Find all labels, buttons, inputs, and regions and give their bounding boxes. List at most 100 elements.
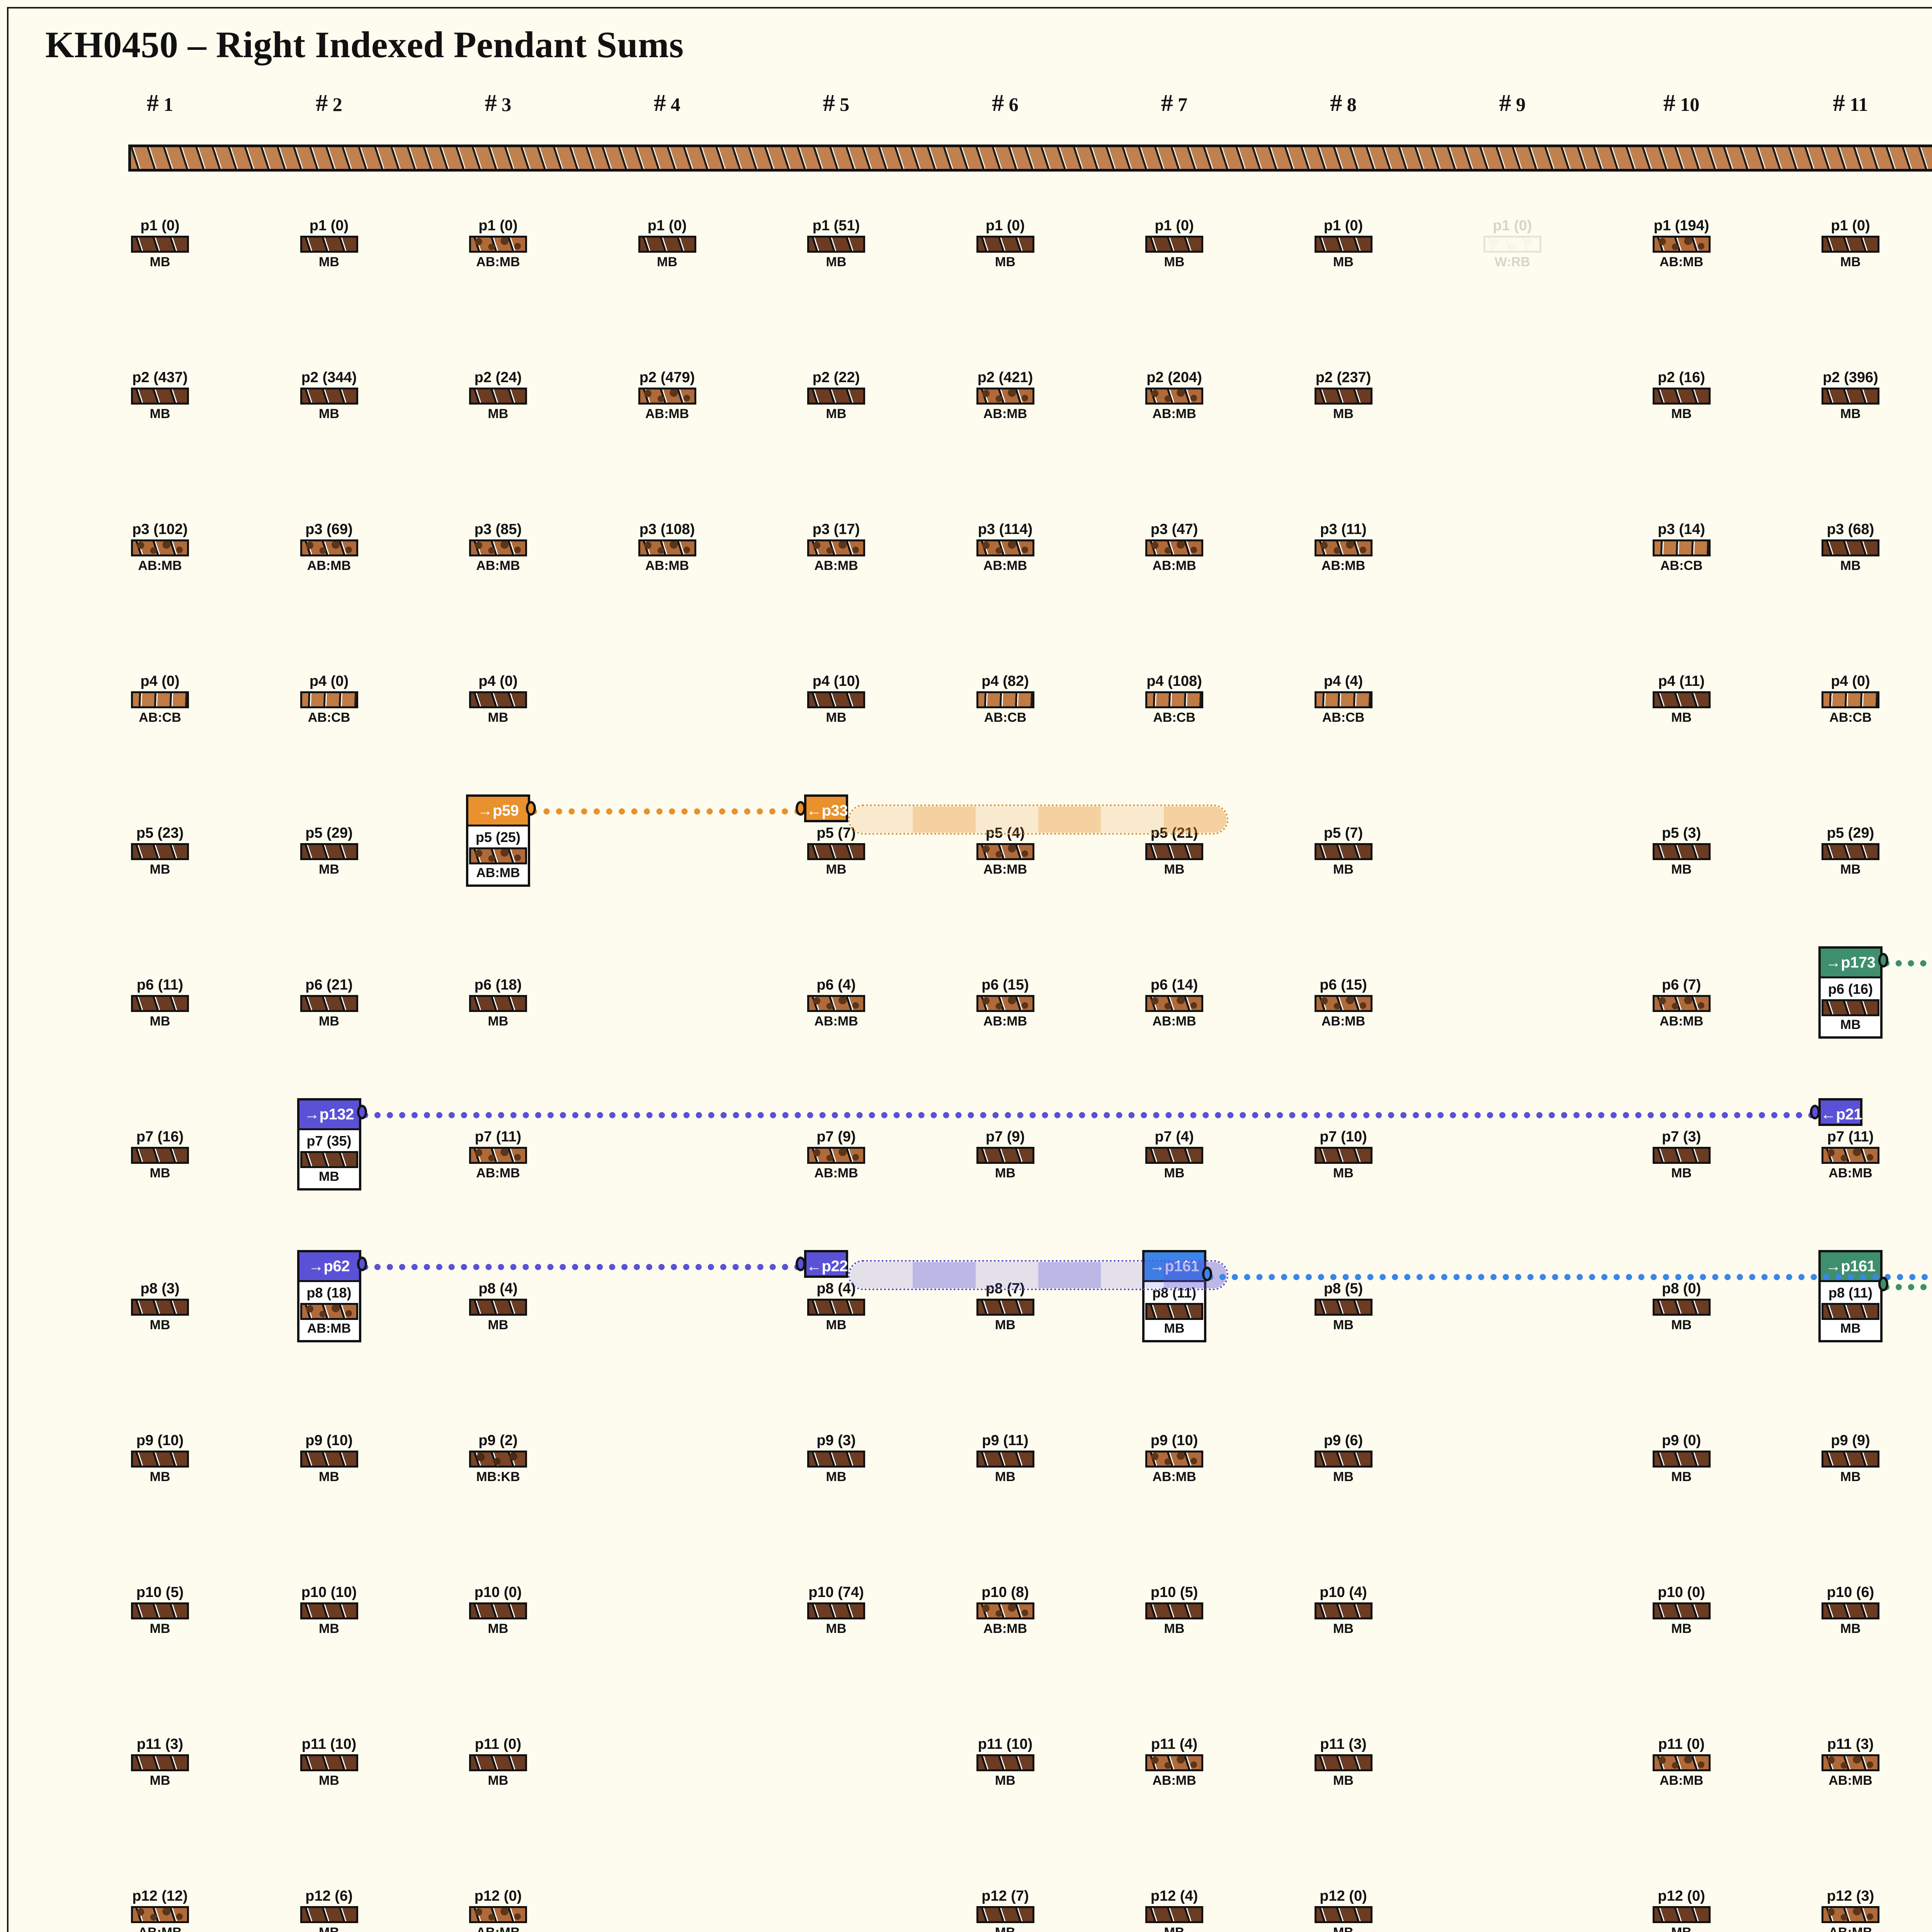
pendant-cell-p9-c6[interactable]: p9 (11) MB xyxy=(959,1432,1052,1485)
pendant-cell-p10-c6[interactable]: p10 (8) AB:MB xyxy=(959,1584,1052,1636)
pendant-cell-p7-c8[interactable]: p7 (10) MB xyxy=(1297,1128,1390,1181)
pendant-cell-p11-c7[interactable]: p11 (4) AB:MB xyxy=(1128,1736,1221,1788)
pendant-cell-p12-c10[interactable]: p12 (0) MB xyxy=(1635,1888,1728,1932)
pendant-cell-p3-c8[interactable]: p3 (11) AB:MB xyxy=(1297,521,1390,573)
pendant-cell-p10-c7[interactable]: p10 (5) MB xyxy=(1128,1584,1221,1636)
pendant-cell-p10-c8[interactable]: p10 (4) MB xyxy=(1297,1584,1390,1636)
pendant-cell-p6-c1[interactable]: p6 (11) MB xyxy=(114,976,206,1029)
pendant-cell-p2-c5[interactable]: p2 (22) MB xyxy=(790,369,883,422)
pendant-cell-p8-c2[interactable]: →p62 p8 (18) AB:MB xyxy=(297,1250,361,1342)
pendant-cell-p4-c6[interactable]: p4 (82) AB:CB xyxy=(959,673,1052,725)
pendant-cell-p2-c1[interactable]: p2 (437) MB xyxy=(114,369,206,422)
connector-target-knob[interactable] xyxy=(796,801,806,816)
pendant-cell-p9-c7[interactable]: p9 (10) AB:MB xyxy=(1128,1432,1221,1485)
pendant-cell-p9-c5[interactable]: p9 (3) MB xyxy=(790,1432,883,1485)
pendant-cell-p6-c7[interactable]: p6 (14) AB:MB xyxy=(1128,976,1221,1029)
pendant-cell-p12-c7[interactable]: p12 (4) MB xyxy=(1128,1888,1221,1932)
pendant-cell-p7-c7[interactable]: p7 (4) MB xyxy=(1128,1128,1221,1181)
pendant-cell-p9-c1[interactable]: p9 (10) MB xyxy=(114,1432,206,1485)
pendant-cell-p11-c3[interactable]: p11 (0) MB xyxy=(452,1736,544,1788)
pendant-cell-p3-c10[interactable]: p3 (14) AB:CB xyxy=(1635,521,1728,573)
pendant-cell-p2-c2[interactable]: p2 (344) MB xyxy=(283,369,376,422)
connector-source-knob[interactable] xyxy=(357,1105,367,1119)
pendant-cell-p2-c3[interactable]: p2 (24) MB xyxy=(452,369,544,422)
pendant-cell-p8-c10[interactable]: p8 (0) MB xyxy=(1635,1280,1728,1333)
pendant-cell-p7-c1[interactable]: p7 (16) MB xyxy=(114,1128,206,1181)
pendant-cell-p3-c6[interactable]: p3 (114) AB:MB xyxy=(959,521,1052,573)
pendant-cell-p3-c5[interactable]: p3 (17) AB:MB xyxy=(790,521,883,573)
pendant-cell-p9-c10[interactable]: p9 (0) MB xyxy=(1635,1432,1728,1485)
pendant-cell-p11-c1[interactable]: p11 (3) MB xyxy=(114,1736,206,1788)
pendant-cell-p4-c8[interactable]: p4 (4) AB:CB xyxy=(1297,673,1390,725)
connector-source-knob[interactable] xyxy=(1202,1267,1212,1281)
pendant-cell-p12-c11[interactable]: p12 (3) AB:MB xyxy=(1804,1888,1897,1932)
pendant-cell-p11-c11[interactable]: p11 (3) AB:MB xyxy=(1804,1736,1897,1788)
pendant-cell-p3-c1[interactable]: p3 (102) AB:MB xyxy=(114,521,206,573)
pendant-cell-p10-c5[interactable]: p10 (74) MB xyxy=(790,1584,883,1636)
pendant-cell-p12-c2[interactable]: p12 (6) MB xyxy=(283,1888,376,1932)
pendant-cell-p2-c7[interactable]: p2 (204) AB:MB xyxy=(1128,369,1221,422)
pendant-cell-p3-c11[interactable]: p3 (68) MB xyxy=(1804,521,1897,573)
pendant-cell-p7-c10[interactable]: p7 (3) MB xyxy=(1635,1128,1728,1181)
pendant-cell-p1-c2[interactable]: p1 (0) MB xyxy=(283,217,376,270)
arrival-badge[interactable]: ←p22 xyxy=(804,1250,848,1278)
connector-source-knob[interactable] xyxy=(1878,953,1888,968)
pendant-cell-p4-c2[interactable]: p4 (0) AB:CB xyxy=(283,673,376,725)
connector-target-knob[interactable] xyxy=(796,1257,806,1271)
pendant-cell-p5-c10[interactable]: p5 (3) MB xyxy=(1635,825,1728,877)
pendant-cell-p5-c1[interactable]: p5 (23) MB xyxy=(114,825,206,877)
pendant-cell-p1-c8[interactable]: p1 (0) MB xyxy=(1297,217,1390,270)
pendant-cell-p5-c2[interactable]: p5 (29) MB xyxy=(283,825,376,877)
pendant-cell-p3-c2[interactable]: p3 (69) AB:MB xyxy=(283,521,376,573)
pendant-cell-p2-c6[interactable]: p2 (421) AB:MB xyxy=(959,369,1052,422)
pendant-cell-p7-c11[interactable]: p7 (11) AB:MB xyxy=(1804,1128,1897,1181)
pendant-cell-p10-c10[interactable]: p10 (0) MB xyxy=(1635,1584,1728,1636)
pendant-cell-p6-c10[interactable]: p6 (7) AB:MB xyxy=(1635,976,1728,1029)
arrival-badge[interactable]: ←p21 xyxy=(1818,1098,1862,1126)
pendant-cell-p6-c3[interactable]: p6 (18) MB xyxy=(452,976,544,1029)
pendant-cell-p8-c11[interactable]: →p161 p8 (11) MB xyxy=(1818,1250,1883,1342)
pendant-cell-p1-c5[interactable]: p1 (51) MB xyxy=(790,217,883,270)
pendant-cell-p2-c11[interactable]: p2 (396) MB xyxy=(1804,369,1897,422)
pendant-cell-p6-c2[interactable]: p6 (21) MB xyxy=(283,976,376,1029)
pendant-cell-p5-c8[interactable]: p5 (7) MB xyxy=(1297,825,1390,877)
pendant-cell-p9-c3[interactable]: p9 (2) MB:KB xyxy=(452,1432,544,1485)
pendant-cell-p5-c11[interactable]: p5 (29) MB xyxy=(1804,825,1897,877)
pendant-cell-p4-c5[interactable]: p4 (10) MB xyxy=(790,673,883,725)
pendant-cell-p12-c6[interactable]: p12 (7) MB xyxy=(959,1888,1052,1932)
pendant-cell-p11-c6[interactable]: p11 (10) MB xyxy=(959,1736,1052,1788)
connector-target-knob[interactable] xyxy=(1810,1105,1820,1119)
pendant-cell-p8-c3[interactable]: p8 (4) MB xyxy=(452,1280,544,1333)
pendant-cell-p1-c1[interactable]: p1 (0) MB xyxy=(114,217,206,270)
pendant-cell-p2-c8[interactable]: p2 (237) MB xyxy=(1297,369,1390,422)
pendant-cell-p4-c11[interactable]: p4 (0) AB:CB xyxy=(1804,673,1897,725)
pendant-cell-p2-c4[interactable]: p2 (479) AB:MB xyxy=(621,369,714,422)
pendant-cell-p5-c5[interactable]: p5 (7) MB xyxy=(790,825,883,877)
pendant-cell-p3-c7[interactable]: p3 (47) AB:MB xyxy=(1128,521,1221,573)
pendant-cell-p12-c3[interactable]: p12 (0) AB:MB xyxy=(452,1888,544,1932)
pendant-cell-p9-c8[interactable]: p9 (6) MB xyxy=(1297,1432,1390,1485)
pendant-cell-p9-c11[interactable]: p9 (9) MB xyxy=(1804,1432,1897,1485)
pendant-cell-p8-c1[interactable]: p8 (3) MB xyxy=(114,1280,206,1333)
pendant-cell-p12-c1[interactable]: p12 (12) AB:MB xyxy=(114,1888,206,1932)
pendant-cell-p12-c8[interactable]: p12 (0) MB xyxy=(1297,1888,1390,1932)
pendant-cell-p7-c5[interactable]: p7 (9) AB:MB xyxy=(790,1128,883,1181)
departure-badge[interactable]: →p62 xyxy=(299,1252,359,1282)
pendant-cell-p1-c6[interactable]: p1 (0) MB xyxy=(959,217,1052,270)
pendant-cell-p4-c3[interactable]: p4 (0) MB xyxy=(452,673,544,725)
pendant-cell-p1-c7[interactable]: p1 (0) MB xyxy=(1128,217,1221,270)
pendant-cell-p1-c4[interactable]: p1 (0) MB xyxy=(621,217,714,270)
pendant-cell-p10-c2[interactable]: p10 (10) MB xyxy=(283,1584,376,1636)
pendant-cell-p4-c10[interactable]: p4 (11) MB xyxy=(1635,673,1728,725)
departure-badge[interactable]: →p59 xyxy=(468,797,528,827)
pendant-cell-p5-c3[interactable]: →p59 p5 (25) AB:MB xyxy=(466,794,530,887)
pendant-cell-p10-c1[interactable]: p10 (5) MB xyxy=(114,1584,206,1636)
pendant-cell-p3-c4[interactable]: p3 (108) AB:MB xyxy=(621,521,714,573)
pendant-cell-p6-c8[interactable]: p6 (15) AB:MB xyxy=(1297,976,1390,1029)
pendant-cell-p7-c3[interactable]: p7 (11) AB:MB xyxy=(452,1128,544,1181)
connector-source-knob[interactable] xyxy=(357,1257,367,1271)
pendant-cell-p3-c3[interactable]: p3 (85) AB:MB xyxy=(452,521,544,573)
pendant-cell-p10-c11[interactable]: p10 (6) MB xyxy=(1804,1584,1897,1636)
pendant-cell-p2-c10[interactable]: p2 (16) MB xyxy=(1635,369,1728,422)
pendant-cell-p6-c6[interactable]: p6 (15) AB:MB xyxy=(959,976,1052,1029)
